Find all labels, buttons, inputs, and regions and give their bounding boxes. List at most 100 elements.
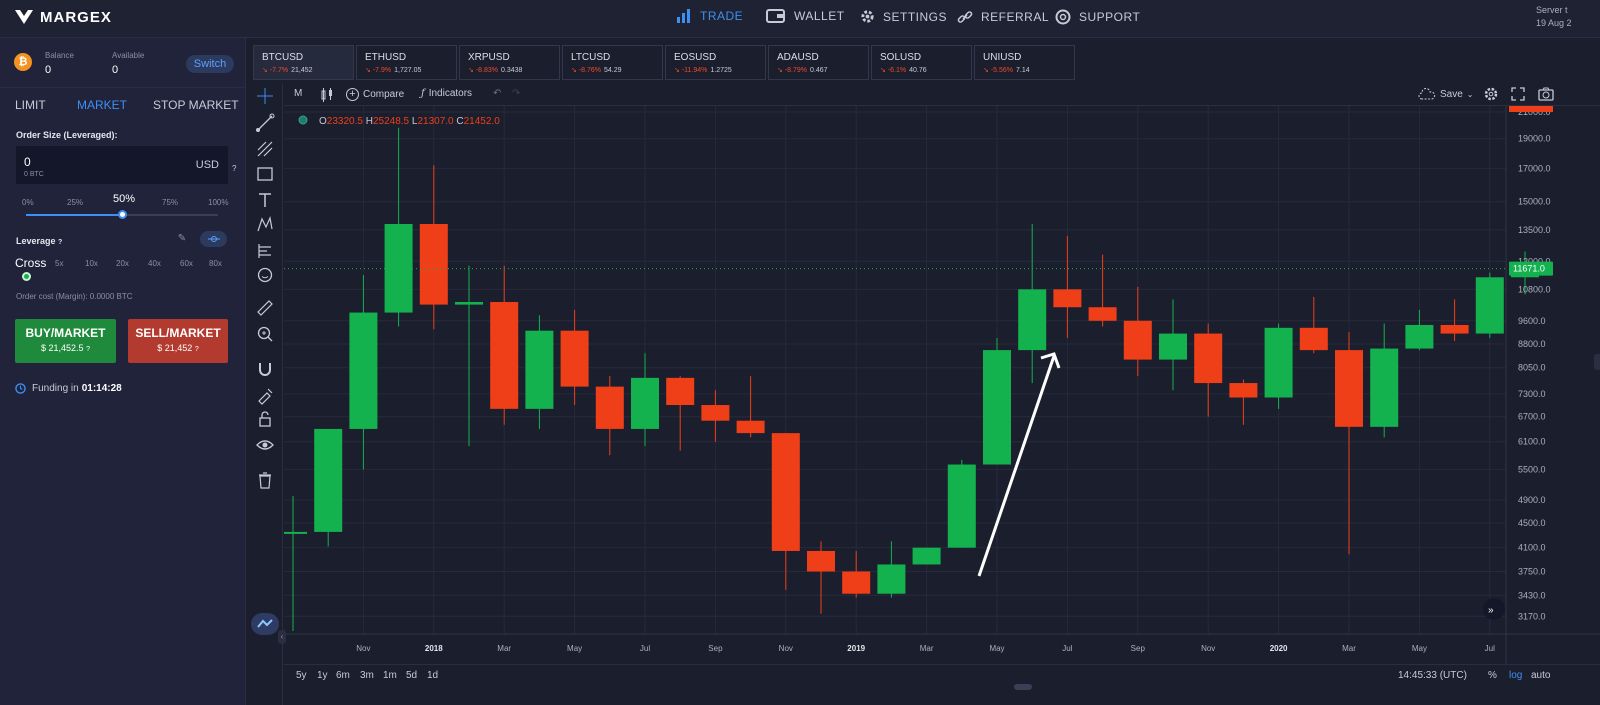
candle-body[interactable] — [807, 550, 835, 572]
pencil-icon[interactable]: ✎ — [177, 233, 187, 244]
timeframe-5y[interactable]: 5y — [296, 670, 307, 681]
candle-body[interactable] — [1194, 333, 1223, 384]
candle-body[interactable] — [736, 420, 765, 434]
candle-body[interactable] — [701, 405, 730, 421]
text-tool-icon[interactable] — [255, 190, 275, 210]
timeframe-1d[interactable]: 1d — [427, 670, 439, 681]
nav-referral[interactable]: REFERRAL — [957, 9, 1049, 25]
candle-body[interactable] — [877, 564, 906, 594]
compare-button[interactable]: + Compare — [346, 88, 404, 101]
pattern-icon[interactable] — [255, 215, 275, 235]
candle-body[interactable] — [349, 312, 378, 429]
interval-selector[interactable]: M — [294, 88, 303, 99]
magnet-icon[interactable] — [255, 359, 275, 379]
crosshair-icon[interactable] — [255, 86, 275, 106]
prediction-icon[interactable] — [255, 241, 275, 261]
leverage-help-icon[interactable]: ? — [58, 239, 63, 246]
expand-panel-handle[interactable] — [1594, 354, 1600, 370]
ticker-ltcusd[interactable]: LTCUSD ↘ -8.76% 54.29 — [562, 45, 663, 80]
chart-settings-gear-icon[interactable] — [1483, 86, 1499, 102]
nav-settings[interactable]: SETTINGS — [860, 9, 947, 24]
emoji-icon[interactable] — [255, 265, 275, 285]
candle-body[interactable] — [1475, 277, 1504, 334]
candle-body[interactable] — [947, 464, 976, 548]
candle-body[interactable] — [1053, 289, 1082, 308]
candle-body[interactable] — [1229, 383, 1258, 398]
camera-icon[interactable] — [1537, 86, 1555, 102]
candle-body[interactable] — [1440, 324, 1469, 334]
candle-body[interactable] — [631, 377, 659, 429]
candle-body[interactable] — [771, 433, 800, 551]
timeframe-6m[interactable]: 6m — [336, 670, 350, 681]
sell-market-button[interactable]: SELL/MARKET $ 21,452 ? — [128, 319, 228, 363]
candle-body[interactable] — [560, 330, 589, 387]
ticker-xrpusd[interactable]: XRPUSD ↘ -8.83% 0.3438 — [459, 45, 560, 80]
ticker-btcusd[interactable]: BTCUSD ↘ -7.7% 21,452 — [253, 45, 354, 80]
candle-body[interactable] — [1264, 327, 1293, 398]
trend-line-icon[interactable] — [255, 113, 275, 133]
rectangle-icon[interactable] — [255, 164, 275, 184]
candle-body[interactable] — [983, 350, 1011, 465]
fib-tool-icon[interactable] — [255, 139, 275, 159]
candle-body[interactable] — [284, 531, 307, 534]
series-dot-icon[interactable] — [298, 115, 308, 125]
tab-market[interactable]: MARKET — [77, 98, 128, 112]
order-size-slider[interactable] — [26, 210, 218, 219]
percent-toggle[interactable]: % — [1488, 670, 1497, 681]
candles-style-icon[interactable] — [320, 87, 334, 103]
undo-icon[interactable]: ↶ — [493, 88, 502, 99]
candle-body[interactable] — [490, 302, 519, 409]
candle-body[interactable] — [1159, 333, 1187, 360]
save-button[interactable]: Save ⌄ — [1418, 88, 1474, 100]
candle-body[interactable] — [1335, 350, 1363, 427]
timeframe-1m[interactable]: 1m — [383, 670, 397, 681]
candle-body[interactable] — [1018, 289, 1047, 351]
zoom-in-icon[interactable] — [255, 324, 275, 344]
stay-drawing-icon[interactable] — [255, 385, 275, 405]
collapse-sidebar-icon[interactable]: ‹ — [278, 630, 286, 644]
buy-market-button[interactable]: BUY/MARKET $ 21,452.5 ? — [15, 319, 116, 363]
leverage-handle[interactable] — [22, 272, 31, 281]
ticker-eosusd[interactable]: EOSUSD ↘ -11.94% 1.2725 — [665, 45, 766, 80]
timeframe-3m[interactable]: 3m — [360, 670, 374, 681]
buy-help-icon[interactable]: ? — [86, 346, 90, 353]
ticker-adausd[interactable]: ADAUSD ↘ -8.79% 0.467 — [768, 45, 869, 80]
fullscreen-icon[interactable] — [1510, 86, 1526, 102]
slider-handle[interactable] — [118, 210, 127, 219]
trash-icon[interactable] — [255, 470, 275, 490]
nav-trade[interactable]: TRADE — [676, 9, 743, 23]
candle-body[interactable] — [595, 386, 624, 429]
timeframe-1y[interactable]: 1y — [317, 670, 328, 681]
candle-body[interactable] — [1088, 307, 1117, 321]
eye-icon[interactable] — [255, 435, 275, 455]
ticker-solusd[interactable]: SOLUSD ↘ -6.1% 40.76 — [871, 45, 972, 80]
candle-body[interactable] — [1405, 324, 1434, 349]
ruler-icon[interactable] — [255, 298, 275, 318]
candle-body[interactable] — [384, 223, 413, 313]
annotation-arrow-line[interactable] — [977, 355, 1056, 577]
auto-toggle[interactable]: auto — [1531, 670, 1551, 681]
candle-body[interactable] — [455, 302, 483, 305]
brand-logo[interactable]: MARGEX — [14, 8, 112, 26]
switch-button[interactable]: Switch — [186, 55, 234, 73]
price-chart[interactable]: 21000.019000.017000.015000.013500.012000… — [284, 106, 1600, 664]
order-size-help-icon[interactable]: ? — [232, 164, 237, 173]
candle-body[interactable] — [666, 377, 695, 406]
timeframe-5d[interactable]: 5d — [406, 670, 418, 681]
ticker-ethusd[interactable]: ETHUSD ↘ -7.9% 1,727.05 — [356, 45, 457, 80]
candle-body[interactable] — [912, 547, 941, 565]
tradingview-logo-button[interactable] — [251, 613, 279, 635]
sell-help-icon[interactable]: ? — [194, 346, 199, 353]
candle-body[interactable] — [1299, 327, 1328, 351]
candle-body[interactable] — [1123, 320, 1152, 360]
candle-body[interactable] — [842, 571, 871, 594]
lock-icon[interactable] — [255, 409, 275, 429]
tab-stop-market[interactable]: STOP MARKET — [153, 98, 239, 112]
indicators-button[interactable]: ƒ Indicators — [421, 88, 472, 99]
ticker-uniusd[interactable]: UNIUSD ↘ -5.56% 7.14 — [974, 45, 1075, 80]
candle-body[interactable] — [525, 330, 554, 409]
order-size-input[interactable]: 0 0 BTC USD — [16, 146, 228, 184]
redo-icon[interactable]: ↷ — [512, 88, 521, 99]
utc-clock[interactable]: 14:45:33 (UTC) — [1398, 670, 1467, 681]
nav-wallet[interactable]: WALLET — [766, 9, 845, 23]
